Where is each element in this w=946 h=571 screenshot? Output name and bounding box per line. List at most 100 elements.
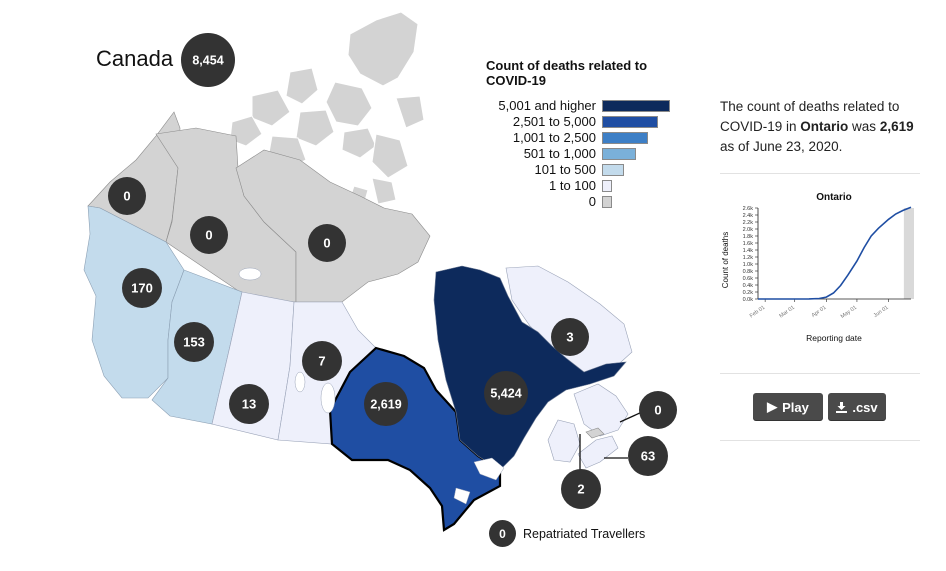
legend-label: 1 to 100: [549, 178, 596, 193]
bubble-nunavut[interactable]: 0: [308, 224, 346, 262]
legend-swatch: [602, 116, 658, 128]
legend-title: Count of deaths related to COVID-19: [486, 58, 648, 88]
bubble-quebec[interactable]: 5,424: [484, 371, 528, 415]
region-newfoundland-island[interactable]: [573, 383, 629, 437]
legend-label: 101 to 500: [534, 162, 596, 177]
legend-label: 0: [588, 194, 596, 209]
bubble-circle: [308, 224, 346, 262]
repatriated-travellers[interactable]: 0 Repatriated Travellers: [489, 520, 645, 547]
chart-y-tick-label: 2.4k: [743, 213, 754, 219]
bubble-manitoba[interactable]: 7: [302, 341, 342, 381]
play-label: Play: [782, 399, 809, 415]
bubble-circle: [229, 384, 269, 424]
legend-swatch: [602, 164, 624, 176]
region-quebec[interactable]: [433, 265, 627, 471]
legend-item: 0: [486, 194, 696, 210]
summary-suffix: as of June 23, 2020.: [720, 139, 843, 154]
legend-label: 2,501 to 5,000: [512, 114, 596, 129]
bubble-ontario[interactable]: 2,619: [364, 382, 408, 426]
chart-x-tick-label: Apr 01: [811, 305, 828, 319]
chart-y-tick-label: 1.0k: [743, 262, 754, 268]
bubble-value: 0: [323, 236, 330, 251]
country-label: Canada: [96, 46, 174, 71]
chart-y-tick-label: 0.6k: [743, 276, 754, 282]
chart-y-axis-label: Count of deaths: [721, 232, 730, 288]
bubble-value: 2,619: [370, 398, 401, 412]
bubble-value: 170: [131, 281, 153, 296]
bubble-circle: [561, 469, 601, 509]
chart-y-tick-label: 2.2k: [743, 220, 754, 226]
chart-y-tick-label: 0.4k: [743, 283, 754, 289]
bubble-nova-scotia[interactable]: 63: [628, 436, 668, 476]
bubble-value: 0: [123, 189, 130, 204]
bubble-prince-edward-island[interactable]: 0: [639, 391, 677, 429]
bubble-british-columbia[interactable]: 170: [122, 268, 162, 308]
legend-label: 1,001 to 2,500: [512, 130, 596, 145]
chart-series-line: [758, 206, 912, 300]
chart-title: Ontario: [816, 192, 852, 203]
bubble-circle: [364, 382, 408, 426]
bubble-circle: [190, 216, 228, 254]
legend-swatch: [602, 132, 648, 144]
divider: [720, 173, 920, 174]
bubble-alberta[interactable]: 153: [174, 322, 214, 362]
chart-y-tick-label: 1.8k: [743, 234, 754, 240]
summary-prefix: The count of deaths related to COVID-19 …: [720, 99, 900, 134]
csv-label: .csv: [852, 399, 878, 415]
bubble-canada-total[interactable]: 8,454: [181, 33, 235, 87]
chart-y-tick-label: 0.0k: [743, 297, 754, 303]
chart-y-tick-label: 0.2k: [743, 290, 754, 296]
play-icon: ▶: [767, 399, 778, 414]
bubble-value: 5,424: [490, 387, 521, 401]
chart-y-tick-label: 2.6k: [743, 206, 754, 212]
bubble-value: 7: [318, 354, 325, 369]
bubble-value: 153: [183, 335, 205, 350]
legend-item: 5,001 and higher: [486, 98, 696, 114]
bubble-northwest-territories[interactable]: 0: [190, 216, 228, 254]
repatriated-bubble: 0: [489, 520, 516, 547]
chart-y-tick-label: 1.4k: [743, 248, 754, 254]
download-icon: [836, 401, 848, 413]
bubble-newfoundland-and-labrador[interactable]: 3: [551, 318, 589, 356]
bubble-saskatchewan[interactable]: 13: [229, 384, 269, 424]
bubble-value: 0: [654, 403, 661, 418]
region-pei[interactable]: [585, 427, 605, 439]
chart-x-tick-label: Jun 01: [873, 305, 890, 319]
bubble-value: 3: [566, 330, 573, 345]
summary-count: 2,619: [879, 119, 914, 134]
chart-x-axis-label: Reporting date: [806, 333, 862, 343]
bubble-circle: [302, 341, 342, 381]
summary-text: The count of deaths related to COVID-19 …: [720, 97, 920, 157]
bubble-circle: [122, 268, 162, 308]
divider: [720, 440, 920, 441]
chart-y-tick-label: 1.6k: [743, 241, 754, 247]
legend-item: 2,501 to 5,000: [486, 114, 696, 130]
legend-swatch: [602, 180, 612, 192]
bubble-value: 2: [577, 482, 584, 497]
bubble-value: 8,454: [192, 54, 223, 68]
mini-line-chart: Ontario Count of deaths Reporting date 0…: [721, 192, 914, 343]
legend-label: 501 to 1,000: [523, 146, 596, 161]
bubble-value: 13: [242, 397, 256, 412]
region-new-brunswick[interactable]: [547, 419, 581, 463]
bubble-circle: [108, 177, 146, 215]
bubble-circle: [628, 436, 668, 476]
legend-item: 1,001 to 2,500: [486, 130, 696, 146]
summary-province: Ontario: [800, 119, 849, 134]
region-nova-scotia[interactable]: [577, 435, 619, 469]
bubble-new-brunswick[interactable]: 2: [561, 469, 601, 509]
play-button[interactable]: ▶ Play: [753, 393, 823, 421]
bubble-value: 63: [641, 449, 655, 464]
legend-item: 1 to 100: [486, 178, 696, 194]
bubble-yukon[interactable]: 0: [108, 177, 146, 215]
chart-y-tick-label: 0.8k: [743, 269, 754, 275]
legend: Count of deaths related to COVID-19 5,00…: [486, 58, 696, 210]
bubble-circle: [181, 33, 235, 87]
controls: ▶ Play .csv: [753, 393, 886, 421]
repatriated-label: Repatriated Travellers: [523, 526, 646, 541]
download-csv-button[interactable]: .csv: [828, 393, 886, 421]
bubble-circle: [639, 391, 677, 429]
legend-label: 5,001 and higher: [498, 98, 596, 113]
chart-x-tick-label: May 01: [840, 305, 858, 320]
